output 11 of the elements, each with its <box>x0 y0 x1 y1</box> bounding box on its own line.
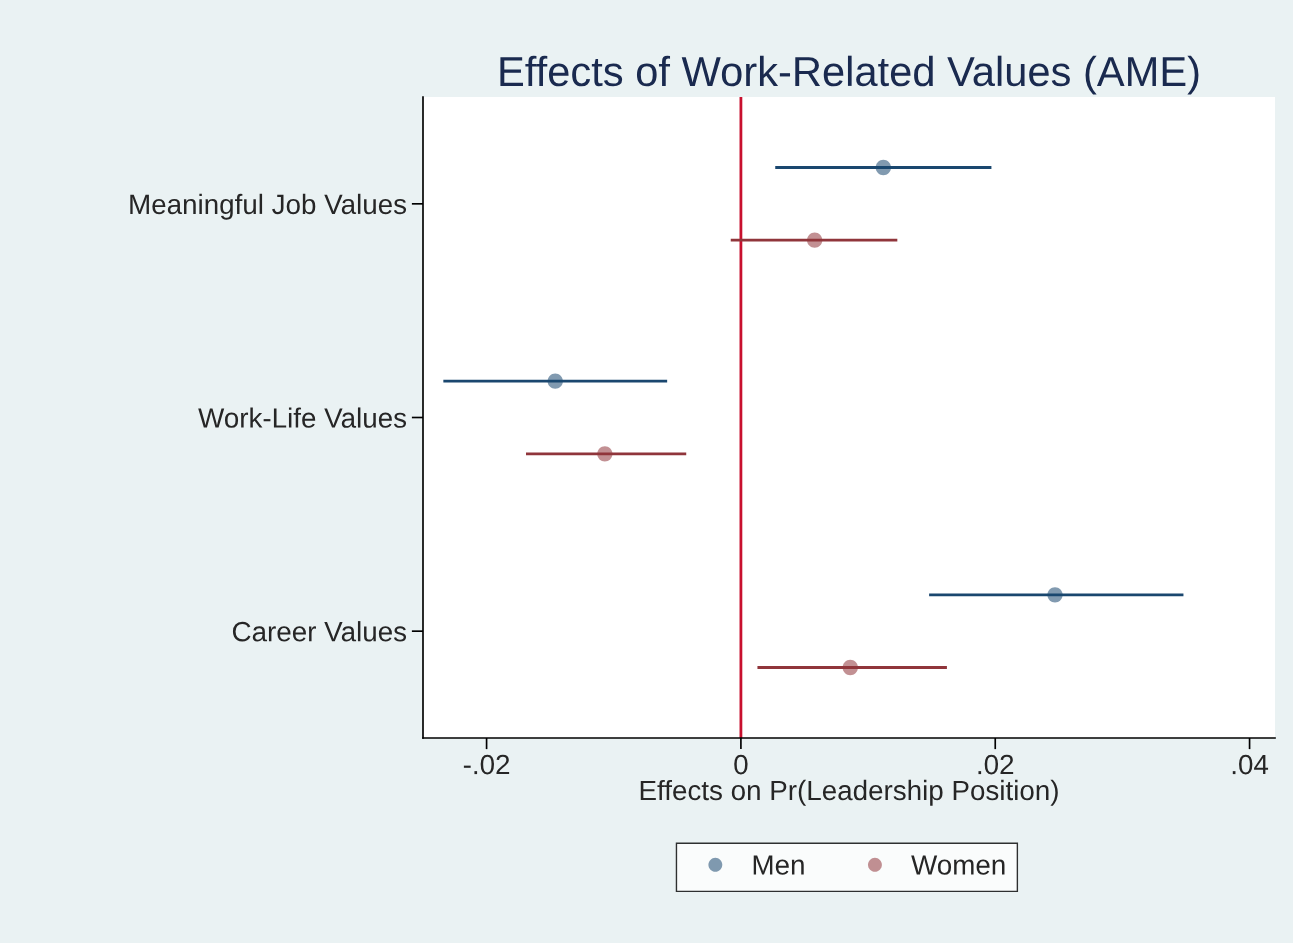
y-tick-label: Career Values <box>232 621 407 642</box>
x-axis-title: Effects on Pr(Leadership Position) <box>640 779 1058 806</box>
legend-label: Men <box>753 855 804 875</box>
chart-title: Effects of Work-Related Values (AME) <box>500 55 1199 95</box>
x-tick-label: 0 <box>734 754 748 775</box>
legend-label: Women <box>911 855 1005 875</box>
x-tick-label: .04 <box>1232 754 1269 775</box>
x-tick-label: -.02 <box>463 754 510 775</box>
x-tick-label: .02 <box>978 754 1014 775</box>
y-tick-label: Work-Life Values <box>198 407 407 428</box>
y-tick-label: Meaningful Job Values <box>130 193 407 220</box>
